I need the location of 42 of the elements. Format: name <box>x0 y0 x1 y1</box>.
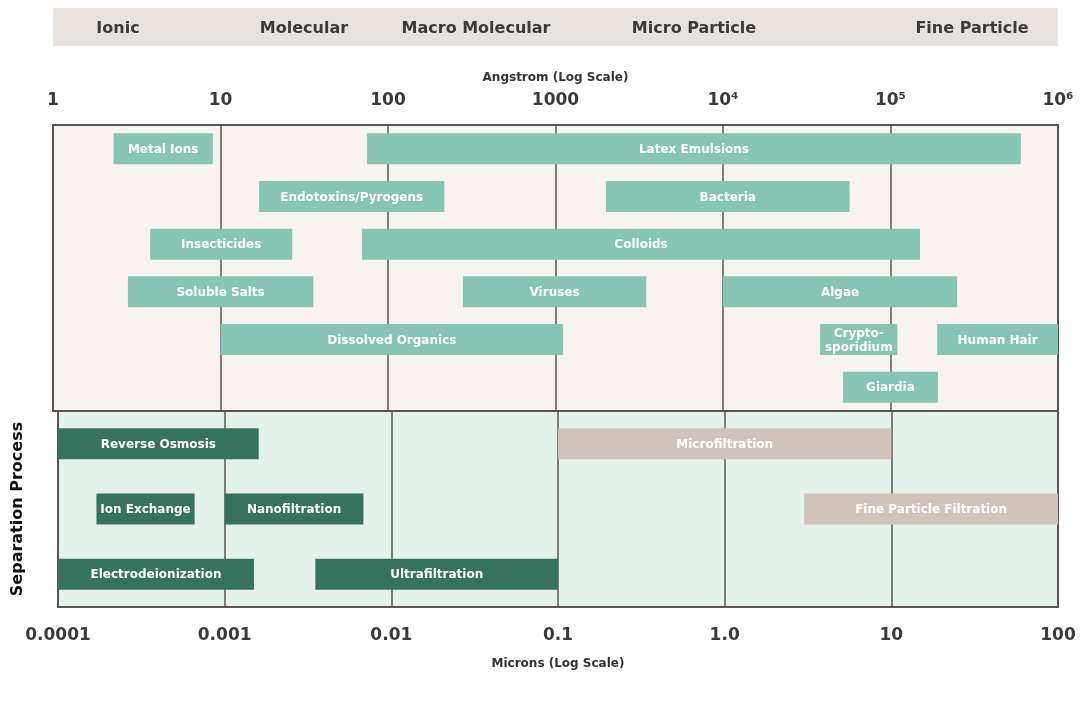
series-label: Fine Particle Filtration <box>855 502 1008 516</box>
x-tick-label: 10 <box>208 88 233 109</box>
x-tick-label: 10⁶ <box>1042 88 1074 109</box>
series-label: Crypto- sporidium <box>824 325 893 354</box>
x-tick-label: 10⁴ <box>707 88 739 109</box>
series-label: Endotoxins/Pyrogens <box>280 189 424 204</box>
text: Molecular <box>259 17 349 37</box>
x-tick-label: 100 <box>370 88 406 109</box>
series-label: Ion Exchange <box>100 502 191 516</box>
series-label: Colloids <box>614 237 668 252</box>
y-axis-title: Separation Process <box>6 421 26 597</box>
text: Macro Molecular <box>401 17 551 37</box>
x-tick-label: 0.001 <box>197 623 252 644</box>
text: Ionic <box>96 17 140 37</box>
x-tick-label: 10⁵ <box>874 88 907 109</box>
series-label: Reverse Osmosis <box>100 436 216 451</box>
x-tick-label: 0.0001 <box>25 623 91 644</box>
series-label: Viruses <box>529 284 580 299</box>
text: Micro Particle <box>631 17 757 37</box>
series-label: Algae <box>820 284 860 299</box>
series-label: Dissolved Organics <box>327 332 457 347</box>
x-tick-label: 0.01 <box>370 623 413 644</box>
series-label: Nanofiltration <box>246 502 342 516</box>
x-tick-label: 0.1 <box>542 623 574 644</box>
text: Fine Particle <box>915 17 1029 37</box>
x-tick-label: 100 <box>1040 623 1076 644</box>
series-label: Soluble Salts <box>176 284 265 299</box>
x-axis-title: Angstrom (Log Scale) <box>482 70 629 84</box>
series-label: Microfiltration <box>676 436 774 451</box>
series-label: Insecticides <box>180 237 262 252</box>
series-label: Electrodeionization <box>90 567 222 582</box>
x-tick-label: 10 <box>879 623 904 644</box>
series-label: Bacteria <box>699 189 756 204</box>
series-label: Latex Emulsions <box>638 141 750 156</box>
x-tick-label: 1.0 <box>709 623 740 644</box>
x-tick-label: 1000 <box>531 88 580 109</box>
series-label: Human Hair <box>957 332 1038 347</box>
x-tick-label: 1 <box>47 88 59 109</box>
x-axis-title: Microns (Log Scale) <box>491 656 625 670</box>
series-label: Metal Ions <box>127 141 199 156</box>
series-label: Ultrafiltration <box>390 567 484 582</box>
series-label: Giardia <box>866 380 915 395</box>
